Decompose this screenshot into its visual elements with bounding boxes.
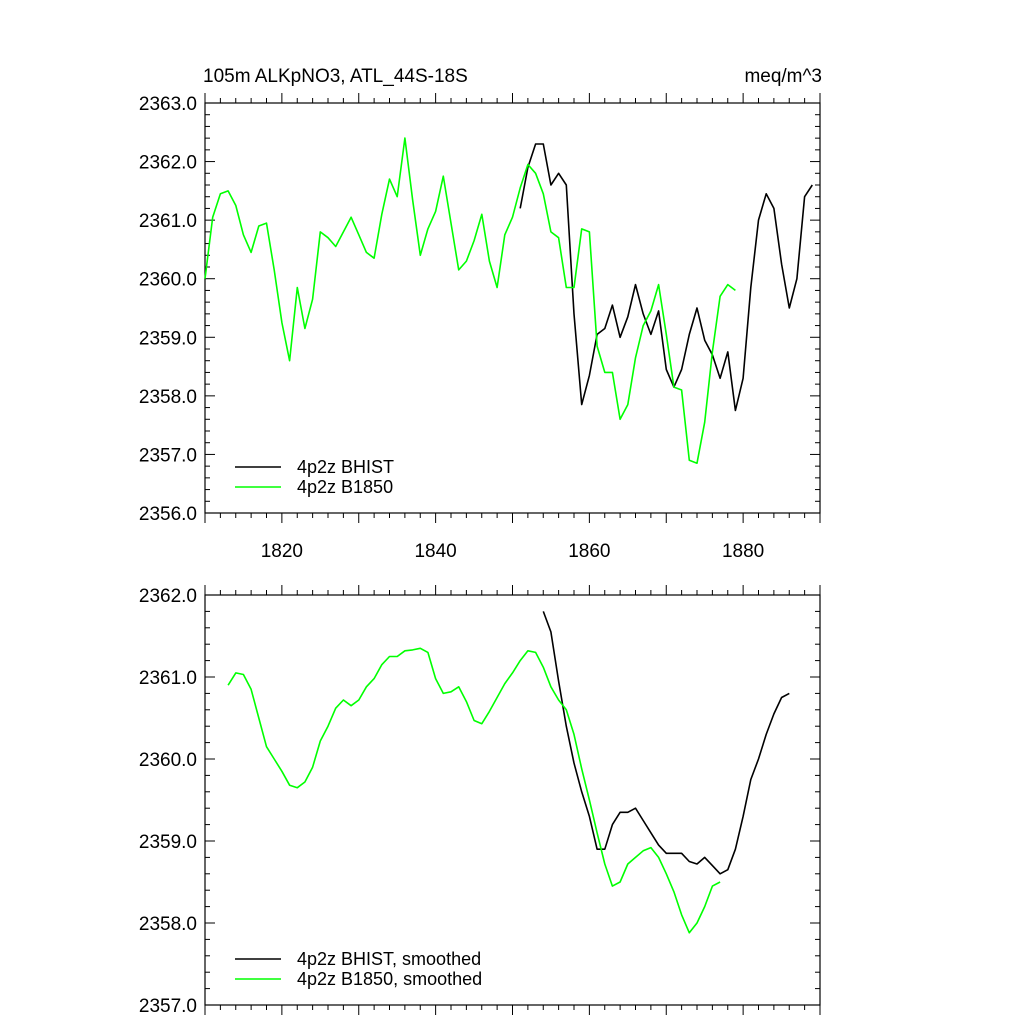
series-line bbox=[519, 143, 813, 412]
x-tick-label: 1820 bbox=[261, 541, 303, 562]
y-tick-label: 2359.0 bbox=[139, 328, 197, 349]
y-tick-label: 2357.0 bbox=[139, 445, 197, 466]
y-tick-label: 2358.0 bbox=[139, 387, 197, 408]
bottom-panel: 2357.0 2358.0 2359.0 2360.0 2361.0 2362.0 4p2… bbox=[139, 585, 821, 1017]
y-tick-label: 2363.0 bbox=[139, 94, 197, 115]
legend-label: 4p2z B1850, smoothed bbox=[297, 969, 482, 989]
y-tick-label: 2362.0 bbox=[139, 586, 197, 607]
y-tick-label: 2359.0 bbox=[139, 832, 197, 853]
x-tick-label: 1840 bbox=[414, 541, 456, 562]
units-label: meq/m^3 bbox=[744, 66, 822, 87]
y-tick-label: 2358.0 bbox=[139, 914, 197, 935]
legend-label: 4p2z BHIST, smoothed bbox=[297, 949, 481, 969]
top-panel: 105m ALKpNO3, ATL_44S-18S meq/m^3 2356.0… bbox=[139, 66, 822, 562]
axis-ticks: 2356.0 2357.0 2358.0 2359.0 2360.0 2361.0 2362… bbox=[139, 93, 821, 562]
series-line bbox=[227, 647, 721, 934]
legend-label: 4p2z BHIST bbox=[297, 457, 394, 477]
chart-title: 105m ALKpNO3, ATL_44S-18S bbox=[203, 66, 468, 87]
y-tick-label: 2360.0 bbox=[139, 270, 197, 291]
plot-frame bbox=[204, 594, 821, 1006]
legend-label: 4p2z B1850 bbox=[297, 477, 393, 497]
y-tick-label: 2361.0 bbox=[139, 211, 197, 232]
axis-ticks: 2357.0 2358.0 2359.0 2360.0 2361.0 2362.0 bbox=[139, 585, 821, 1017]
series-line bbox=[204, 137, 736, 465]
x-tick-label: 1880 bbox=[722, 541, 764, 562]
plot-frame bbox=[204, 102, 821, 514]
series-lines bbox=[204, 137, 813, 465]
y-tick-label: 2362.0 bbox=[139, 153, 197, 174]
y-tick-label: 2357.0 bbox=[139, 996, 197, 1017]
y-tick-label: 2360.0 bbox=[139, 750, 197, 771]
x-tick-label: 1860 bbox=[568, 541, 610, 562]
y-tick-label: 2356.0 bbox=[139, 504, 197, 525]
y-tick-label: 2361.0 bbox=[139, 668, 197, 689]
series-lines bbox=[227, 611, 790, 934]
series-line bbox=[542, 611, 790, 875]
